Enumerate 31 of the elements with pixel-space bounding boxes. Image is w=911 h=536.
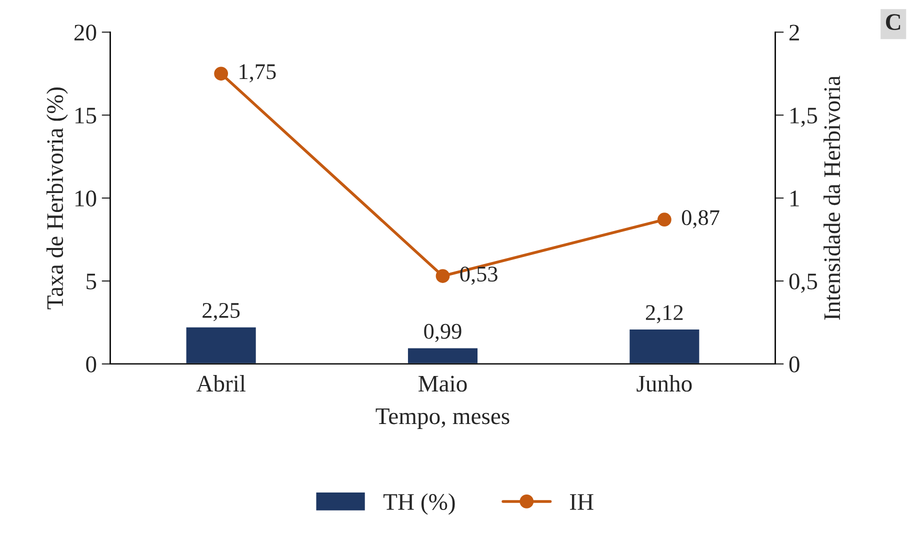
y2-tick-label: 2 xyxy=(789,24,799,40)
y2-tick-label: 1 xyxy=(790,190,799,206)
legend-label: IH xyxy=(570,494,594,510)
y-tick-label: 20 xyxy=(74,24,96,41)
y2-axis-title: Intensidade da Herbivoria xyxy=(824,76,840,320)
bar xyxy=(406,346,479,364)
legend-label: TH (%) xyxy=(383,493,455,515)
x-tick-label: Maio xyxy=(418,376,467,392)
y2-tick-label: 0,5 xyxy=(789,273,818,293)
point xyxy=(436,269,450,283)
x-tick-label: Junho xyxy=(636,375,692,392)
bar xyxy=(184,326,258,364)
y-tick-label: 0 xyxy=(86,356,96,372)
x-axis-title: Tempo, meses xyxy=(376,408,510,429)
data-label: 0,53 xyxy=(460,266,498,285)
y-tick-label: 5 xyxy=(86,274,96,290)
data-label: 2,25 xyxy=(202,303,240,322)
data-label: 0,87 xyxy=(682,210,720,228)
y-tick-label: 10 xyxy=(76,190,96,206)
y-tick-label: 15 xyxy=(76,108,96,124)
point xyxy=(657,212,672,227)
data-label: 0,99 xyxy=(424,324,462,342)
point xyxy=(214,66,228,81)
text: C xyxy=(886,14,900,30)
x-tick-label: Abril xyxy=(196,375,246,392)
y-axis-title: Taxa de Herbivoria (%) xyxy=(46,87,68,310)
data-label: 1,75 xyxy=(240,64,276,82)
bar xyxy=(628,328,701,364)
y2-tick-label: 1,5 xyxy=(790,108,818,127)
data-label: 2,12 xyxy=(646,305,683,324)
y2-tick-label: 0 xyxy=(789,356,800,372)
